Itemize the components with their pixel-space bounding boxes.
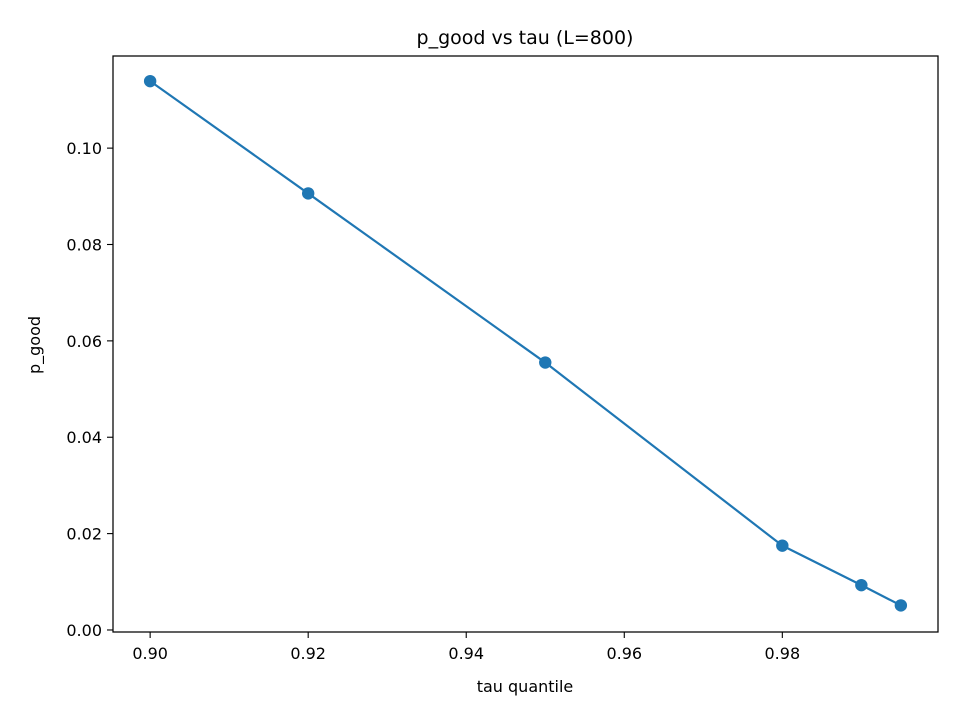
data-point [143,74,157,88]
y-tick-label: 0.06 [66,332,102,351]
plot-frame [112,55,939,633]
data-point [894,599,908,612]
x-tick-label: 0.90 [132,644,168,663]
series-line [149,80,902,607]
x-tick-label: 0.92 [290,644,326,663]
series-layer [143,74,908,612]
y-tick-label: 0.00 [66,621,102,640]
x-axis-label: tau quantile [477,677,574,696]
y-tick-label: 0.10 [66,139,102,158]
x-tick-label: 0.98 [765,644,801,663]
chart-title: p_good vs tau (L=800) [417,27,634,49]
x-tick-label: 0.96 [606,644,642,663]
data-point [301,187,315,200]
data-point [855,578,868,592]
x-tick-label: 0.94 [448,644,484,663]
y-tick-label: 0.04 [66,428,102,447]
ticks-layer: 0.90 0.92 0.94 0.96 0.98 0.00 0.02 0.04 0.06 0.08… [66,139,800,663]
y-tick-label: 0.02 [66,525,102,544]
data-point [539,356,552,369]
data-point [776,539,789,552]
y-axis-label: p_good [25,316,45,374]
y-tick-label: 0.08 [66,235,102,254]
